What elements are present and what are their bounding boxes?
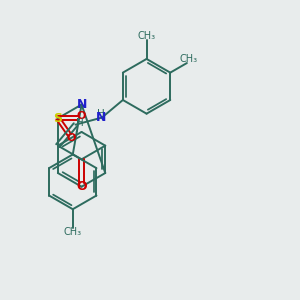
Text: CH₃: CH₃ bbox=[137, 31, 156, 41]
Text: N: N bbox=[96, 111, 106, 124]
Text: N: N bbox=[76, 98, 87, 111]
Text: CH₃: CH₃ bbox=[64, 227, 82, 237]
Text: O: O bbox=[76, 180, 87, 193]
Text: S: S bbox=[53, 112, 62, 125]
Text: O: O bbox=[67, 133, 76, 143]
Text: H: H bbox=[76, 118, 84, 128]
Text: H: H bbox=[97, 109, 105, 119]
Text: O: O bbox=[76, 111, 86, 122]
Text: CH₃: CH₃ bbox=[179, 54, 197, 64]
